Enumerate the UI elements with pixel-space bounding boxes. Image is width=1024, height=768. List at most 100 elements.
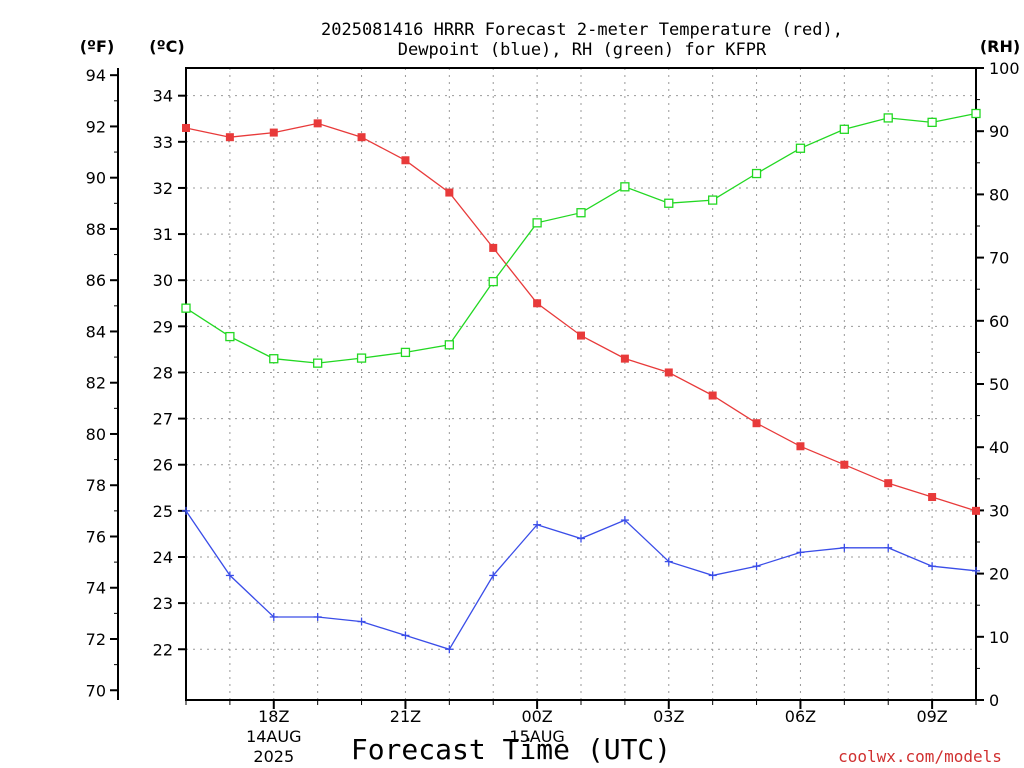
celsius-tick-label: 27: [153, 410, 173, 429]
chart-title-line1: 2025081416 HRRR Forecast 2-meter Tempera…: [321, 20, 843, 40]
fahrenheit-tick-label: 76: [86, 527, 106, 546]
celsius-tick-label: 29: [153, 317, 173, 336]
celsius-tick-label: 28: [153, 363, 173, 382]
temperature-point: [182, 123, 190, 132]
fahrenheit-tick-label: 70: [86, 681, 106, 700]
rh-tick-label: 10: [989, 628, 1009, 647]
dewpoint-point: [445, 645, 454, 654]
dewpoint-point: [752, 562, 761, 571]
rh-tick-label: 30: [989, 501, 1009, 520]
rh-point: [225, 331, 235, 342]
dewpoint-point: [620, 516, 629, 525]
celsius-tick-label: 22: [153, 640, 173, 659]
fahrenheit-tick-label: 90: [86, 169, 106, 188]
rh-tick-label: 20: [989, 565, 1009, 584]
dewpoint-point: [489, 571, 498, 580]
rh-tick-label: 70: [989, 249, 1009, 268]
temperature-point: [796, 442, 805, 451]
x-axis-title: Forecast Time (UTC): [351, 733, 671, 766]
dewpoint-point: [796, 548, 805, 557]
x-tick-date-label: 15AUG: [509, 727, 564, 746]
fahrenheit-tick-label: 88: [86, 220, 106, 239]
rh-axis-unit: (RH): [980, 37, 1020, 56]
celsius-tick-label: 30: [153, 271, 173, 290]
rh-point: [883, 113, 893, 123]
dewpoint-point: [840, 543, 849, 552]
dewpoint-point: [664, 557, 673, 566]
dewpoint-point: [269, 612, 278, 621]
rh-point: [664, 198, 674, 208]
fahrenheit-tick-label: 86: [86, 271, 106, 290]
gridlines: [185, 68, 977, 700]
x-tick-label: 00Z: [521, 707, 552, 726]
dewpoint-point: [313, 612, 322, 621]
temperature-point: [620, 354, 629, 363]
rh-tick-label: 50: [989, 375, 1009, 394]
temperature-point: [357, 133, 366, 142]
rh-point: [444, 340, 454, 350]
temperature-point: [928, 493, 937, 502]
rh-point: [313, 358, 323, 368]
x-tick-label: 06Z: [785, 707, 816, 726]
rh-tick-label: 80: [989, 185, 1009, 204]
temperature-point: [489, 243, 498, 252]
dewpoint-point: [182, 506, 190, 515]
temperature-point: [752, 419, 761, 428]
rh-tick-label: 40: [989, 438, 1009, 457]
dewpoint-point: [401, 631, 410, 640]
celsius-tick-label: 23: [153, 594, 173, 613]
temperature-point: [972, 506, 980, 515]
celsius-tick-label: 26: [153, 456, 173, 475]
x-tick-year-label: 2025: [253, 747, 294, 766]
x-tick-label: 18Z: [258, 707, 289, 726]
rh-series-line: [185, 112, 977, 364]
fahrenheit-tick-label: 72: [86, 630, 106, 649]
dewpoint-point: [225, 571, 234, 580]
rh-point: [795, 143, 806, 153]
temperature-point: [445, 188, 454, 197]
dewpoint-point: [884, 543, 893, 552]
rh-point: [488, 276, 498, 287]
fahrenheit-tick-label: 82: [86, 374, 106, 393]
fahrenheit-tick-label: 74: [86, 579, 106, 598]
celsius-tick-label: 34: [153, 87, 173, 106]
credit-text: coolwx.com/models: [838, 747, 1002, 766]
temperature-point: [269, 128, 278, 137]
temperature-point: [664, 368, 673, 377]
temperature-point: [533, 299, 542, 308]
fahrenheit-axis-unit: (ºF): [80, 37, 115, 56]
rh-point: [971, 108, 981, 119]
axes: 70 72 74 76 78 80 82 84 86 88 90 92 94 22 23 24 25 26 27 28…: [86, 59, 1020, 766]
rh-tick-label: 90: [989, 122, 1009, 141]
celsius-tick-label: 31: [153, 225, 173, 244]
dewpoint-point: [708, 571, 717, 580]
rh-tick-label: 0: [989, 691, 999, 710]
celsius-tick-label: 32: [153, 179, 173, 198]
temperature-point: [577, 331, 585, 340]
fahrenheit-tick-label: 78: [86, 476, 106, 495]
rh-point: [576, 208, 586, 218]
fahrenheit-tick-label: 94: [86, 66, 106, 85]
rh-point: [400, 347, 411, 358]
rh-point: [181, 303, 191, 313]
rh-point: [927, 117, 937, 128]
rh-point: [620, 182, 630, 192]
rh-point: [708, 195, 718, 205]
x-tick-label: 03Z: [653, 707, 684, 726]
rh-point: [356, 353, 367, 363]
rh-point: [269, 354, 279, 364]
rh-tick-label: 100: [989, 59, 1020, 78]
data-series: [181, 108, 981, 654]
dewpoint-point: [928, 562, 937, 571]
x-tick-label: 09Z: [916, 707, 947, 726]
x-tick-date-label: 14AUG: [246, 727, 301, 746]
temperature-point: [840, 460, 849, 469]
dewpoint-point: [533, 520, 542, 529]
temperature-point: [401, 156, 410, 165]
rh-tick-label: 60: [989, 312, 1009, 331]
temperature-point: [708, 391, 717, 400]
temperature-point: [884, 479, 893, 488]
celsius-tick-label: 33: [153, 133, 173, 152]
celsius-tick-label: 25: [153, 502, 173, 521]
